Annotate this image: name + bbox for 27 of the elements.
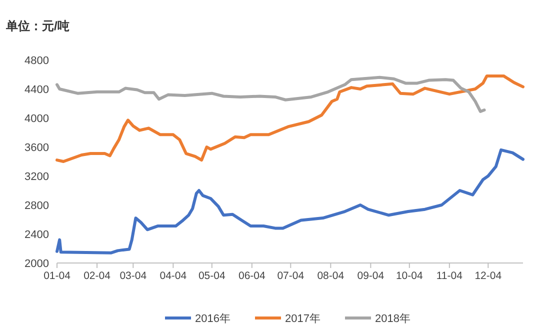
- y-tick-label: 2400: [24, 228, 49, 241]
- x-tick-label: 11-04: [436, 270, 463, 282]
- line-series: [56, 148, 524, 254]
- y-tick-label: 3200: [24, 170, 49, 183]
- x-tick-label: 10-04: [396, 270, 423, 282]
- x-tick-label: 04-04: [160, 270, 187, 282]
- legend-label: 2018年: [375, 312, 410, 325]
- y-tick-label: 3600: [24, 142, 49, 154]
- line-series: [56, 76, 486, 113]
- y-tick-label: 4400: [24, 84, 49, 96]
- x-tick-label: 05-04: [198, 270, 226, 282]
- x-tick-label: 09-04: [357, 270, 384, 282]
- line-series: [56, 74, 524, 163]
- y-tick-label: 2800: [24, 200, 49, 212]
- y-tick-label: 4800: [24, 54, 49, 67]
- legend-label: 2017年: [285, 312, 320, 325]
- x-tick-label: 02-04: [84, 270, 111, 282]
- y-axis-title: 单位：元/吨: [5, 19, 70, 33]
- x-tick-label: 06-04: [238, 270, 266, 282]
- x-tick-label: 03-04: [120, 270, 147, 282]
- legend-label: 2016年: [195, 312, 230, 325]
- y-tick-label: 4000: [24, 112, 49, 125]
- x-tick-label: 01-04: [44, 270, 71, 282]
- x-tick-label: 12-04: [474, 270, 502, 282]
- x-tick-label: 07-04: [277, 270, 304, 282]
- x-tick-label: 08-04: [317, 270, 344, 282]
- y-tick-label: 2000: [24, 258, 49, 270]
